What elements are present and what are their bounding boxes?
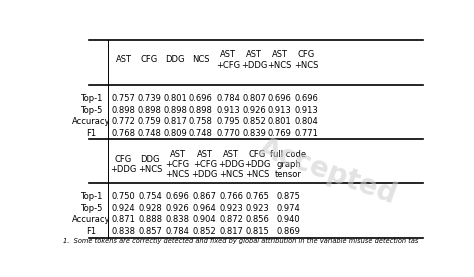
Text: 0.748: 0.748 xyxy=(137,129,161,138)
Text: 0.696: 0.696 xyxy=(268,94,292,103)
Text: F1: F1 xyxy=(87,129,97,138)
Text: 0.758: 0.758 xyxy=(189,117,213,126)
Text: 0.769: 0.769 xyxy=(268,129,292,138)
Text: 0.875: 0.875 xyxy=(276,192,301,201)
Text: 0.940: 0.940 xyxy=(277,216,301,224)
Text: DDG
+NCS: DDG +NCS xyxy=(138,155,163,174)
Text: CFG
+DDG
+NCS: CFG +DDG +NCS xyxy=(245,150,271,179)
Text: 0.852: 0.852 xyxy=(193,227,217,236)
Text: 0.898: 0.898 xyxy=(163,106,187,114)
Text: F1: F1 xyxy=(87,227,97,236)
Text: Accepted: Accepted xyxy=(255,134,401,210)
Text: 0.772: 0.772 xyxy=(111,117,136,126)
Text: Accuracy: Accuracy xyxy=(73,117,111,126)
Text: 0.872: 0.872 xyxy=(219,216,243,224)
Text: 0.857: 0.857 xyxy=(138,227,162,236)
Text: 0.913: 0.913 xyxy=(216,106,240,114)
Text: 0.926: 0.926 xyxy=(165,204,190,213)
Text: 0.964: 0.964 xyxy=(193,204,217,213)
Text: AST
+CFG
+DDG: AST +CFG +DDG xyxy=(191,150,218,179)
Text: 0.869: 0.869 xyxy=(276,227,301,236)
Text: AST
+NCS: AST +NCS xyxy=(267,50,292,70)
Text: 0.754: 0.754 xyxy=(138,192,162,201)
Text: AST
+CFG: AST +CFG xyxy=(216,50,240,70)
Text: AST
+DDG
+NCS: AST +DDG +NCS xyxy=(218,150,245,179)
Text: 0.696: 0.696 xyxy=(189,94,213,103)
Text: 0.768: 0.768 xyxy=(111,129,136,138)
Text: 0.748: 0.748 xyxy=(189,129,213,138)
Text: 0.801: 0.801 xyxy=(163,94,187,103)
Text: 1.  Some tokens are correctly detected and fixed by global attribution in the va: 1. Some tokens are correctly detected an… xyxy=(63,238,418,244)
Text: 0.913: 0.913 xyxy=(294,106,318,114)
Text: Accuracy: Accuracy xyxy=(73,216,111,224)
Text: 0.809: 0.809 xyxy=(163,129,187,138)
Text: 0.770: 0.770 xyxy=(216,129,240,138)
Text: AST
+CFG
+NCS: AST +CFG +NCS xyxy=(165,150,190,179)
Text: DDG: DDG xyxy=(165,55,185,64)
Text: 0.898: 0.898 xyxy=(189,106,213,114)
Text: 0.817: 0.817 xyxy=(163,117,187,126)
Text: 0.759: 0.759 xyxy=(137,117,161,126)
Text: CFG: CFG xyxy=(141,55,158,64)
Text: 0.815: 0.815 xyxy=(246,227,270,236)
Text: 0.904: 0.904 xyxy=(193,216,217,224)
Text: CFG
+NCS: CFG +NCS xyxy=(294,50,319,70)
Text: 0.807: 0.807 xyxy=(242,94,266,103)
Text: 0.750: 0.750 xyxy=(112,192,136,201)
Text: 0.928: 0.928 xyxy=(138,204,162,213)
Text: 0.974: 0.974 xyxy=(277,204,301,213)
Text: full code
graph
tensor: full code graph tensor xyxy=(270,150,307,179)
Text: 0.926: 0.926 xyxy=(242,106,266,114)
Text: 0.871: 0.871 xyxy=(111,216,136,224)
Text: 0.784: 0.784 xyxy=(165,227,190,236)
Text: 0.771: 0.771 xyxy=(294,129,318,138)
Text: 0.838: 0.838 xyxy=(111,227,136,236)
Text: Top-5: Top-5 xyxy=(81,106,103,114)
Text: 0.913: 0.913 xyxy=(268,106,292,114)
Text: 0.839: 0.839 xyxy=(242,129,266,138)
Text: 0.696: 0.696 xyxy=(294,94,318,103)
Text: Top-1: Top-1 xyxy=(81,94,103,103)
Text: 0.856: 0.856 xyxy=(246,216,270,224)
Text: 0.867: 0.867 xyxy=(193,192,217,201)
Text: 0.765: 0.765 xyxy=(246,192,270,201)
Text: AST: AST xyxy=(116,55,132,64)
Text: CFG
+DDG: CFG +DDG xyxy=(110,155,137,174)
Text: 0.923: 0.923 xyxy=(219,204,243,213)
Text: 0.852: 0.852 xyxy=(242,117,266,126)
Text: AST
+DDG: AST +DDG xyxy=(241,50,267,70)
Text: 0.696: 0.696 xyxy=(165,192,190,201)
Text: 0.838: 0.838 xyxy=(165,216,190,224)
Text: 0.757: 0.757 xyxy=(111,94,136,103)
Text: 0.888: 0.888 xyxy=(138,216,163,224)
Text: 0.795: 0.795 xyxy=(216,117,240,126)
Text: 0.817: 0.817 xyxy=(219,227,243,236)
Text: 0.923: 0.923 xyxy=(246,204,270,213)
Text: 0.898: 0.898 xyxy=(137,106,161,114)
Text: 0.898: 0.898 xyxy=(111,106,136,114)
Text: NCS: NCS xyxy=(192,55,210,64)
Text: 0.784: 0.784 xyxy=(216,94,240,103)
Text: 0.801: 0.801 xyxy=(268,117,292,126)
Text: 0.804: 0.804 xyxy=(294,117,318,126)
Text: 0.924: 0.924 xyxy=(112,204,136,213)
Text: Top-5: Top-5 xyxy=(81,204,103,213)
Text: Top-1: Top-1 xyxy=(81,192,103,201)
Text: 0.739: 0.739 xyxy=(137,94,161,103)
Text: 0.766: 0.766 xyxy=(219,192,243,201)
